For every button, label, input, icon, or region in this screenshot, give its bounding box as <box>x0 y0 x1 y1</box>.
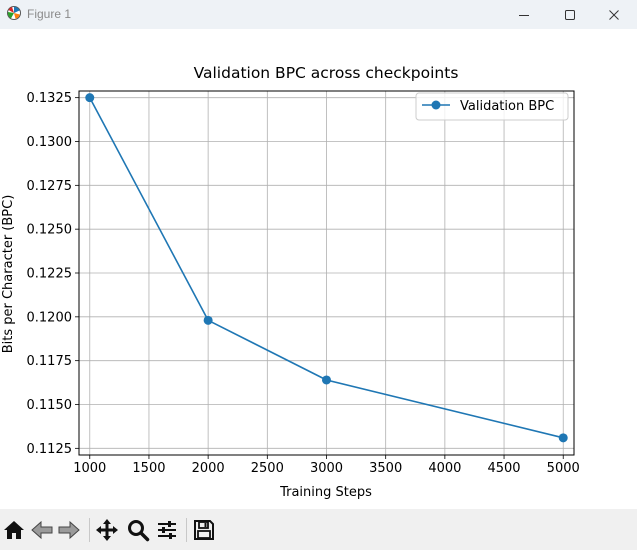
x-tick-label: 3000 <box>310 461 343 476</box>
y-tick-label: 0.1250 <box>27 223 73 238</box>
x-tick-label: 4000 <box>428 461 461 476</box>
y-tick-label: 0.1275 <box>27 179 73 194</box>
x-tick-label: 1000 <box>73 461 106 476</box>
title-bar[interactable]: Figure 1 <box>0 0 637 29</box>
x-tick-label: 2500 <box>251 461 284 476</box>
x-axis: 1000 1500 2000 2500 3000 3500 4000 4500 5000 <box>73 455 580 476</box>
x-tick-label: 5000 <box>547 461 580 476</box>
legend-box <box>415 92 569 121</box>
zoom-button[interactable] <box>125 517 151 543</box>
legend-marker <box>431 100 441 110</box>
x-tick-label: 2000 <box>192 461 225 476</box>
minimize-icon <box>518 9 530 21</box>
legend-label: Validation BPC <box>460 99 554 114</box>
data-point <box>322 375 331 385</box>
figure-canvas[interactable]: 1000 1500 2000 2500 3000 3500 4000 4500 5000 0.1… <box>0 29 637 509</box>
close-icon <box>608 9 620 21</box>
data-point <box>85 93 95 103</box>
x-axis-label: Training Steps <box>279 485 372 500</box>
matplotlib-icon <box>6 5 22 21</box>
series-line <box>89 97 564 439</box>
data-point <box>203 315 213 325</box>
y-tick-label: 0.1225 <box>27 267 73 282</box>
line-chart: 1000 1500 2000 2500 3000 3500 4000 4500 5000 0.1… <box>1 64 580 500</box>
save-icon <box>192 518 216 542</box>
pan-icon <box>95 518 119 542</box>
back-button[interactable] <box>29 517 55 543</box>
y-tick-label: 0.1200 <box>27 310 73 325</box>
window-title: Figure 1 <box>27 7 72 21</box>
y-tick-label: 0.1300 <box>27 135 73 150</box>
configure-subplots-button[interactable] <box>154 517 180 543</box>
data-point <box>558 433 568 443</box>
y-tick-label: 0.1175 <box>27 354 73 369</box>
x-tick-label: 4500 <box>487 461 520 476</box>
configure-subplots-icon <box>155 518 179 542</box>
forward-button[interactable] <box>56 517 82 543</box>
zoom-icon <box>126 518 150 542</box>
legend: Validation BPC <box>415 92 569 121</box>
save-button[interactable] <box>191 517 217 543</box>
minimize-button[interactable] <box>501 0 547 29</box>
x-tick-label: 3500 <box>369 461 402 476</box>
pan-button[interactable] <box>94 517 120 543</box>
toolbar-separator <box>89 518 90 542</box>
y-axis: 0.1125 0.1150 0.1175 0.1200 0.1225 0.1250 0.12… <box>27 91 79 457</box>
y-tick-label: 0.1150 <box>27 398 73 413</box>
home-icon <box>2 518 26 542</box>
back-arrow-icon <box>30 518 54 542</box>
y-tick-label: 0.1325 <box>27 91 73 106</box>
x-tick-label: 1500 <box>132 461 165 476</box>
grid <box>79 91 574 455</box>
toolbar-separator <box>186 518 187 542</box>
y-axis-label: Bits per Character (BPC) <box>1 195 16 354</box>
chart-title: Validation BPC across checkpoints <box>194 64 459 82</box>
forward-arrow-icon <box>57 518 81 542</box>
navigation-toolbar <box>0 509 637 550</box>
series <box>85 93 568 443</box>
y-tick-label: 0.1125 <box>27 442 73 457</box>
maximize-icon <box>564 9 576 21</box>
close-button[interactable] <box>591 0 637 29</box>
maximize-button[interactable] <box>547 0 593 29</box>
home-button[interactable] <box>1 517 27 543</box>
